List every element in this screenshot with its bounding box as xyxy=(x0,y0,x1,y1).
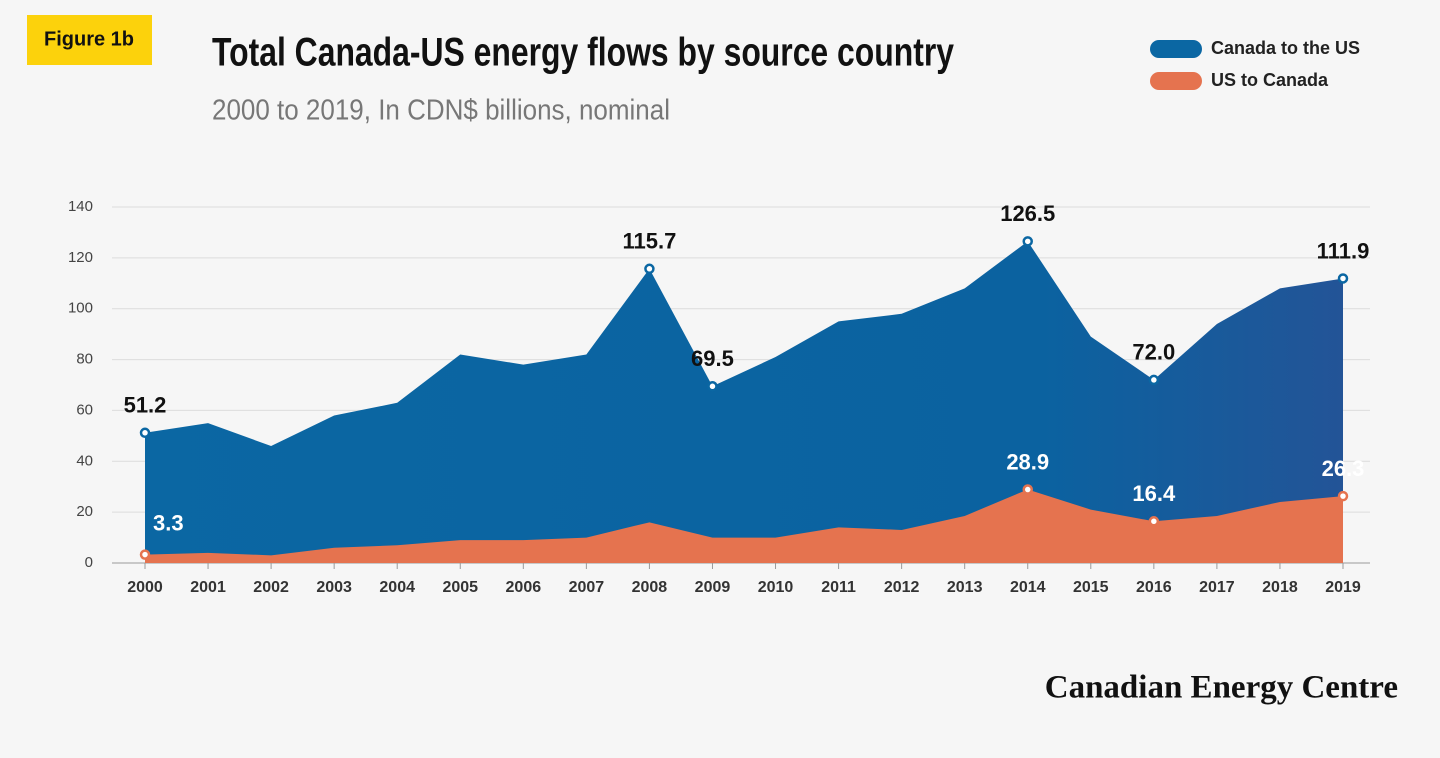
y-tick-label: 20 xyxy=(76,503,93,520)
point-marker xyxy=(1148,516,1160,527)
legend-label: Canada to the US xyxy=(1211,38,1360,58)
point-marker xyxy=(1337,490,1349,502)
x-tick-label: 2005 xyxy=(442,579,478,596)
point-marker xyxy=(707,381,718,392)
y-tick-label: 0 xyxy=(85,554,93,571)
x-tick-label: 2017 xyxy=(1199,579,1235,596)
x-tick-label: 2006 xyxy=(506,579,542,596)
value-label: 126.5 xyxy=(1000,201,1055,226)
x-tick-label: 2004 xyxy=(379,579,415,596)
y-tick-label: 60 xyxy=(76,401,93,418)
value-label: 72.0 xyxy=(1132,340,1175,365)
y-tick-label: 40 xyxy=(76,452,93,469)
value-label: 69.5 xyxy=(691,346,734,371)
x-tick-label: 2012 xyxy=(884,579,920,596)
value-label: 28.9 xyxy=(1006,449,1049,474)
chart-subtitle: 2000 to 2019, In CDN$ billions, nominal xyxy=(212,95,670,127)
value-label: 51.2 xyxy=(124,393,167,418)
point-marker xyxy=(139,427,151,439)
x-tick-label: 2000 xyxy=(127,579,163,596)
y-tick-label: 140 xyxy=(68,198,93,215)
point-marker xyxy=(644,263,655,275)
legend-swatch xyxy=(1150,40,1202,58)
legend-swatch xyxy=(1150,72,1202,90)
x-tick-label: 2018 xyxy=(1262,579,1298,596)
x-tick-label: 2003 xyxy=(316,579,352,596)
legend-label: US to Canada xyxy=(1211,70,1329,90)
value-label: 111.9 xyxy=(1317,238,1370,263)
value-label: 26.3 xyxy=(1322,456,1365,481)
x-tick-label: 2013 xyxy=(947,579,983,596)
x-tick-label: 2007 xyxy=(569,579,605,596)
point-marker xyxy=(1148,374,1160,386)
x-tick-label: 2015 xyxy=(1073,579,1109,596)
point-marker xyxy=(1022,484,1033,495)
point-marker xyxy=(139,549,151,560)
brand: Canadian Energy Centre xyxy=(1045,670,1398,706)
point-marker xyxy=(1337,273,1349,284)
value-label: 115.7 xyxy=(622,229,676,254)
y-tick-label: 80 xyxy=(76,351,93,368)
area xyxy=(145,489,1343,563)
x-tick-label: 2010 xyxy=(758,579,794,596)
x-tick-label: 2008 xyxy=(632,579,668,596)
x-tick-label: 2011 xyxy=(821,579,856,596)
figure-label: Figure 1b xyxy=(44,28,134,50)
area xyxy=(145,241,1343,564)
x-tick-label: 2014 xyxy=(1010,579,1046,596)
y-tick-label: 120 xyxy=(68,249,93,266)
y-tick-label: 100 xyxy=(68,300,93,317)
x-tick-label: 2019 xyxy=(1325,579,1361,596)
x-tick-label: 2016 xyxy=(1136,579,1172,596)
value-label: 16.4 xyxy=(1132,481,1176,506)
value-label: 3.3 xyxy=(153,510,184,535)
figure-badge xyxy=(27,15,152,65)
x-tick-label: 2001 xyxy=(190,579,226,596)
x-tick-label: 2002 xyxy=(253,579,289,596)
chart-title: Total Canada-US energy flows by source c… xyxy=(212,31,955,75)
x-tick-label: 2009 xyxy=(695,579,731,596)
point-marker xyxy=(1022,236,1033,247)
